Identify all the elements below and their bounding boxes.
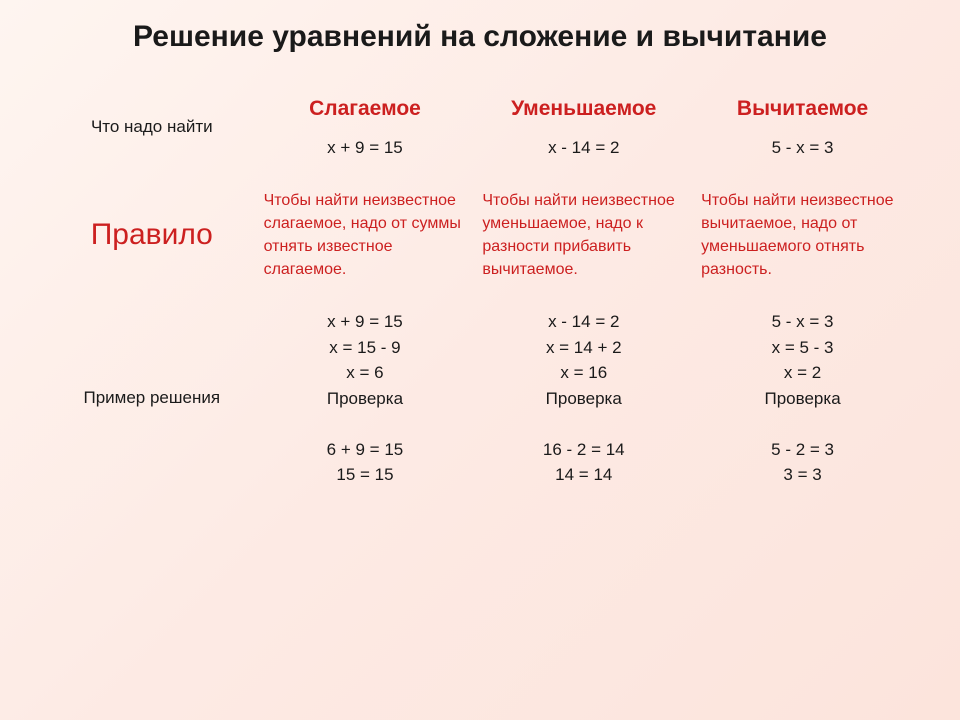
- example-label: Пример решения: [48, 295, 256, 502]
- equation-subtrahend: 5 - х = 3: [693, 130, 912, 175]
- equation-minuend: х - 14 = 2: [474, 130, 693, 175]
- equation-addend: х + 9 = 15: [256, 130, 475, 175]
- example-block: 5 - х = 3 х = 5 - 3 х = 2 Проверка 5 - 2…: [703, 309, 902, 488]
- example-block: х - 14 = 2 х = 14 + 2 х = 16 Проверка 16…: [484, 309, 683, 488]
- find-label: Что надо найти: [48, 80, 256, 175]
- rule-addend: Чтобы найти неизвестное слагаемое, надо …: [256, 175, 475, 296]
- table-row: Что надо найти Слагаемое Уменьшаемое Выч…: [48, 80, 912, 130]
- example-minuend: х - 14 = 2 х = 14 + 2 х = 16 Проверка 16…: [474, 295, 693, 502]
- rule-minuend: Чтобы найти неизвестное уменьшаемое, над…: [474, 175, 693, 296]
- col-header-addend: Слагаемое: [256, 80, 475, 130]
- col-header-subtrahend: Вычитаемое: [693, 80, 912, 130]
- example-subtrahend: 5 - х = 3 х = 5 - 3 х = 2 Проверка 5 - 2…: [693, 295, 912, 502]
- rules-table: Что надо найти Слагаемое Уменьшаемое Выч…: [48, 80, 912, 502]
- example-block: х + 9 = 15 х = 15 - 9 х = 6 Проверка 6 +…: [266, 309, 465, 488]
- table-row: Правило Чтобы найти неизвестное слагаемо…: [48, 175, 912, 296]
- rule-subtrahend: Чтобы найти неизвестное вычитаемое, надо…: [693, 175, 912, 296]
- slide: Решение уравнений на сложение и вычитани…: [0, 0, 960, 720]
- slide-title: Решение уравнений на сложение и вычитани…: [48, 18, 912, 56]
- example-addend: х + 9 = 15 х = 15 - 9 х = 6 Проверка 6 +…: [256, 295, 475, 502]
- rule-label: Правило: [48, 175, 256, 296]
- col-header-minuend: Уменьшаемое: [474, 80, 693, 130]
- table-row: Пример решения х + 9 = 15 х = 15 - 9 х =…: [48, 295, 912, 502]
